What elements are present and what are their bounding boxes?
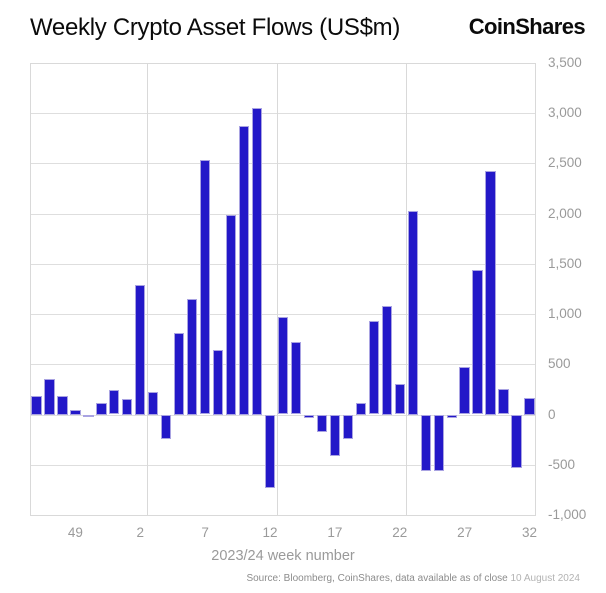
bar-week-49 [70, 409, 81, 415]
h-gridline [30, 465, 536, 466]
bar-week-28 [472, 269, 483, 415]
x-axis-title: 2023/24 week number [211, 548, 355, 564]
bar-week-50 [83, 414, 94, 418]
bar-week-22 [394, 384, 405, 415]
bar-week-12 [264, 414, 276, 488]
x-tick-label: 22 [392, 525, 408, 540]
bar-week-24 [420, 414, 431, 471]
y-tick-label: 500 [548, 356, 571, 372]
bar-week-2 [135, 285, 146, 415]
x-tick-label: 27 [457, 525, 473, 540]
bar-week-16 [316, 414, 328, 432]
y-tick-label: 1,000 [548, 306, 582, 322]
bar-week-30 [498, 389, 509, 415]
x-tick-label: 17 [327, 525, 343, 540]
h-gridline [30, 415, 536, 416]
bar-week-3 [148, 391, 159, 415]
source-text: Source: Bloomberg, CoinShares, data avai… [246, 573, 508, 584]
x-tick-label: 12 [262, 525, 278, 540]
bar-week-13 [277, 317, 289, 415]
h-gridline [30, 163, 536, 164]
v-gridline [406, 63, 407, 515]
bar-week-31 [511, 414, 522, 468]
bar-week-8 [212, 350, 224, 415]
h-gridline [30, 264, 536, 265]
bar-week-32 [524, 397, 535, 415]
bar-week-9 [225, 214, 237, 415]
y-tick-label: -500 [548, 456, 576, 472]
h-gridline [30, 314, 536, 315]
source-date: 10 August 2024 [510, 573, 580, 584]
x-tick-label: 49 [67, 525, 83, 540]
bar-week-5 [174, 333, 185, 415]
y-tick-label: 2,000 [548, 205, 582, 221]
y-tick-label: 0 [548, 406, 556, 422]
v-gridline [277, 63, 278, 515]
source-caption: Source: Bloomberg, CoinShares, data avai… [246, 573, 580, 584]
bar-week-46 [31, 395, 42, 415]
bar-week-10 [238, 126, 250, 415]
bar-week-26 [446, 414, 457, 418]
bar-week-52 [109, 389, 120, 415]
y-tick-label: -1,000 [548, 507, 587, 522]
bar-week-47 [44, 378, 55, 415]
bar-week-27 [459, 367, 470, 415]
bar-week-15 [303, 414, 315, 418]
bar-week-29 [485, 170, 496, 415]
bar-week-6 [187, 299, 198, 415]
bar-week-21 [381, 306, 392, 415]
x-tick-label: 2 [136, 525, 145, 540]
bar-week-17 [329, 414, 341, 456]
bar-week-14 [290, 342, 302, 415]
bar-week-4 [161, 414, 172, 439]
bar-week-7 [200, 160, 211, 415]
y-tick-label: 2,500 [548, 155, 582, 171]
bar-week-25 [433, 414, 444, 471]
y-tick-label: 1,500 [548, 255, 582, 271]
chart-title: Weekly Crypto Asset Flows (US$m) [30, 14, 401, 41]
bar-week-19 [355, 402, 366, 415]
coinshares-logo: CoinShares [468, 14, 586, 39]
bar-week-48 [57, 395, 68, 415]
bar-week-51 [96, 403, 107, 415]
bar-week-1 [122, 399, 133, 415]
bar-week-20 [368, 321, 379, 415]
y-tick-label: 3,000 [548, 105, 582, 121]
x-tick-label: 32 [521, 525, 538, 540]
plot-border [30, 63, 536, 516]
y-tick-label: 3,500 [548, 55, 582, 70]
h-gridline [30, 214, 536, 215]
bar-week-23 [407, 210, 418, 415]
v-gridline [147, 63, 148, 515]
bar-week-18 [342, 414, 354, 439]
x-tick-label: 7 [201, 525, 209, 540]
h-gridline [30, 113, 536, 114]
bar-week-11 [251, 108, 263, 415]
